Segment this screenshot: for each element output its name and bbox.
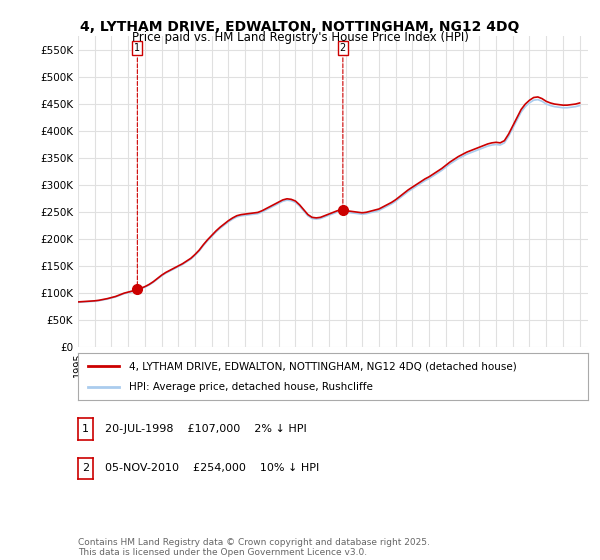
Text: 2: 2 [82, 463, 89, 473]
Text: 1: 1 [134, 43, 140, 287]
Text: HPI: Average price, detached house, Rushcliffe: HPI: Average price, detached house, Rush… [129, 382, 373, 392]
Text: Contains HM Land Registry data © Crown copyright and database right 2025.
This d: Contains HM Land Registry data © Crown c… [78, 538, 430, 557]
Text: 4, LYTHAM DRIVE, EDWALTON, NOTTINGHAM, NG12 4DQ (detached house): 4, LYTHAM DRIVE, EDWALTON, NOTTINGHAM, N… [129, 361, 517, 371]
Text: Price paid vs. HM Land Registry's House Price Index (HPI): Price paid vs. HM Land Registry's House … [131, 31, 469, 44]
Text: 4, LYTHAM DRIVE, EDWALTON, NOTTINGHAM, NG12 4DQ: 4, LYTHAM DRIVE, EDWALTON, NOTTINGHAM, N… [80, 20, 520, 34]
Text: 05-NOV-2010    £254,000    10% ↓ HPI: 05-NOV-2010 £254,000 10% ↓ HPI [105, 463, 319, 473]
Text: 2: 2 [340, 43, 346, 207]
Text: 1: 1 [82, 424, 89, 434]
Text: 20-JUL-1998    £107,000    2% ↓ HPI: 20-JUL-1998 £107,000 2% ↓ HPI [105, 424, 307, 434]
